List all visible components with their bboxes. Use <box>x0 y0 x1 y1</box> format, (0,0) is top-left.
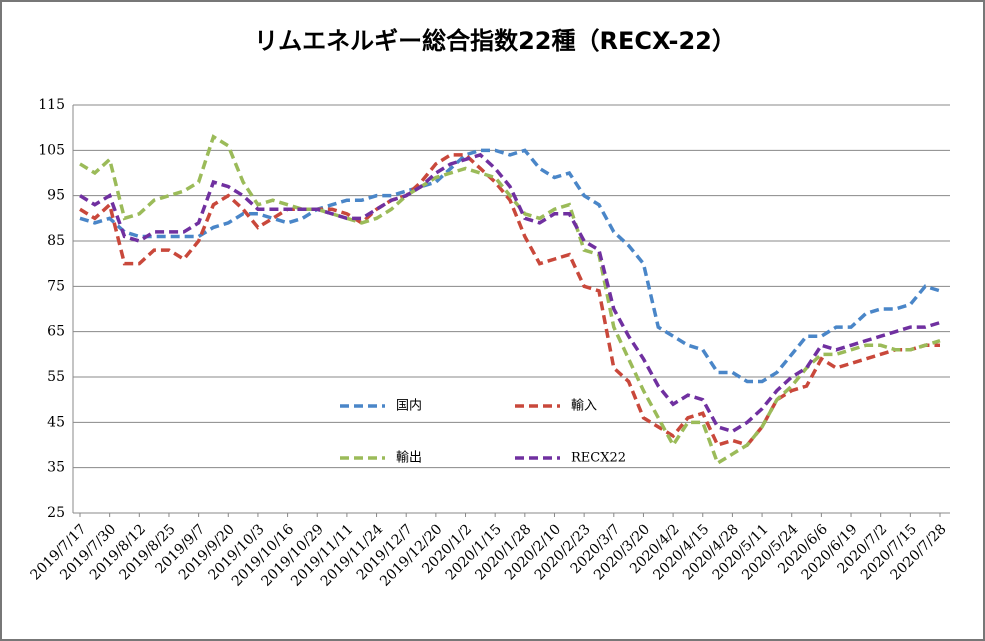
y-tick-label: 35 <box>47 460 65 476</box>
chart-title: リムエネルギー総合指数22種（RECX-22） <box>254 27 736 55</box>
y-tick-label: 95 <box>47 188 65 204</box>
y-tick-label: 115 <box>38 97 65 113</box>
legend-label: 輸出 <box>396 451 422 466</box>
y-tick-label: 25 <box>47 505 65 521</box>
series-line <box>79 134 941 466</box>
y-tick-label: 55 <box>47 369 65 385</box>
series-line <box>79 153 940 448</box>
y-tick-label: 105 <box>38 142 65 158</box>
y-tick-label: 45 <box>47 414 65 430</box>
legend-label: 国内 <box>396 398 422 414</box>
series-line <box>79 152 941 434</box>
y-tick-label: 75 <box>47 278 65 294</box>
legend-label: 輸入 <box>571 399 597 414</box>
y-tick-label: 65 <box>47 324 65 340</box>
series-line <box>79 148 941 384</box>
y-tick-label: 85 <box>47 233 65 249</box>
legend-label: RECX22 <box>571 451 626 466</box>
